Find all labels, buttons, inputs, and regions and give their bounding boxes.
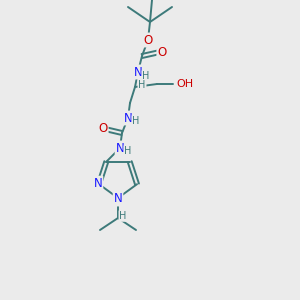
Text: O: O xyxy=(158,46,166,59)
Text: H: H xyxy=(132,116,140,126)
Text: O: O xyxy=(98,122,108,136)
Text: OH: OH xyxy=(176,79,193,89)
Text: N: N xyxy=(124,112,132,124)
Text: N: N xyxy=(94,177,102,190)
Text: N: N xyxy=(114,193,122,206)
Text: H: H xyxy=(119,211,127,221)
Text: H: H xyxy=(138,80,146,90)
Text: H: H xyxy=(142,71,150,81)
Text: H: H xyxy=(124,146,132,156)
Text: O: O xyxy=(143,34,153,46)
Text: N: N xyxy=(116,142,124,154)
Text: N: N xyxy=(134,65,142,79)
